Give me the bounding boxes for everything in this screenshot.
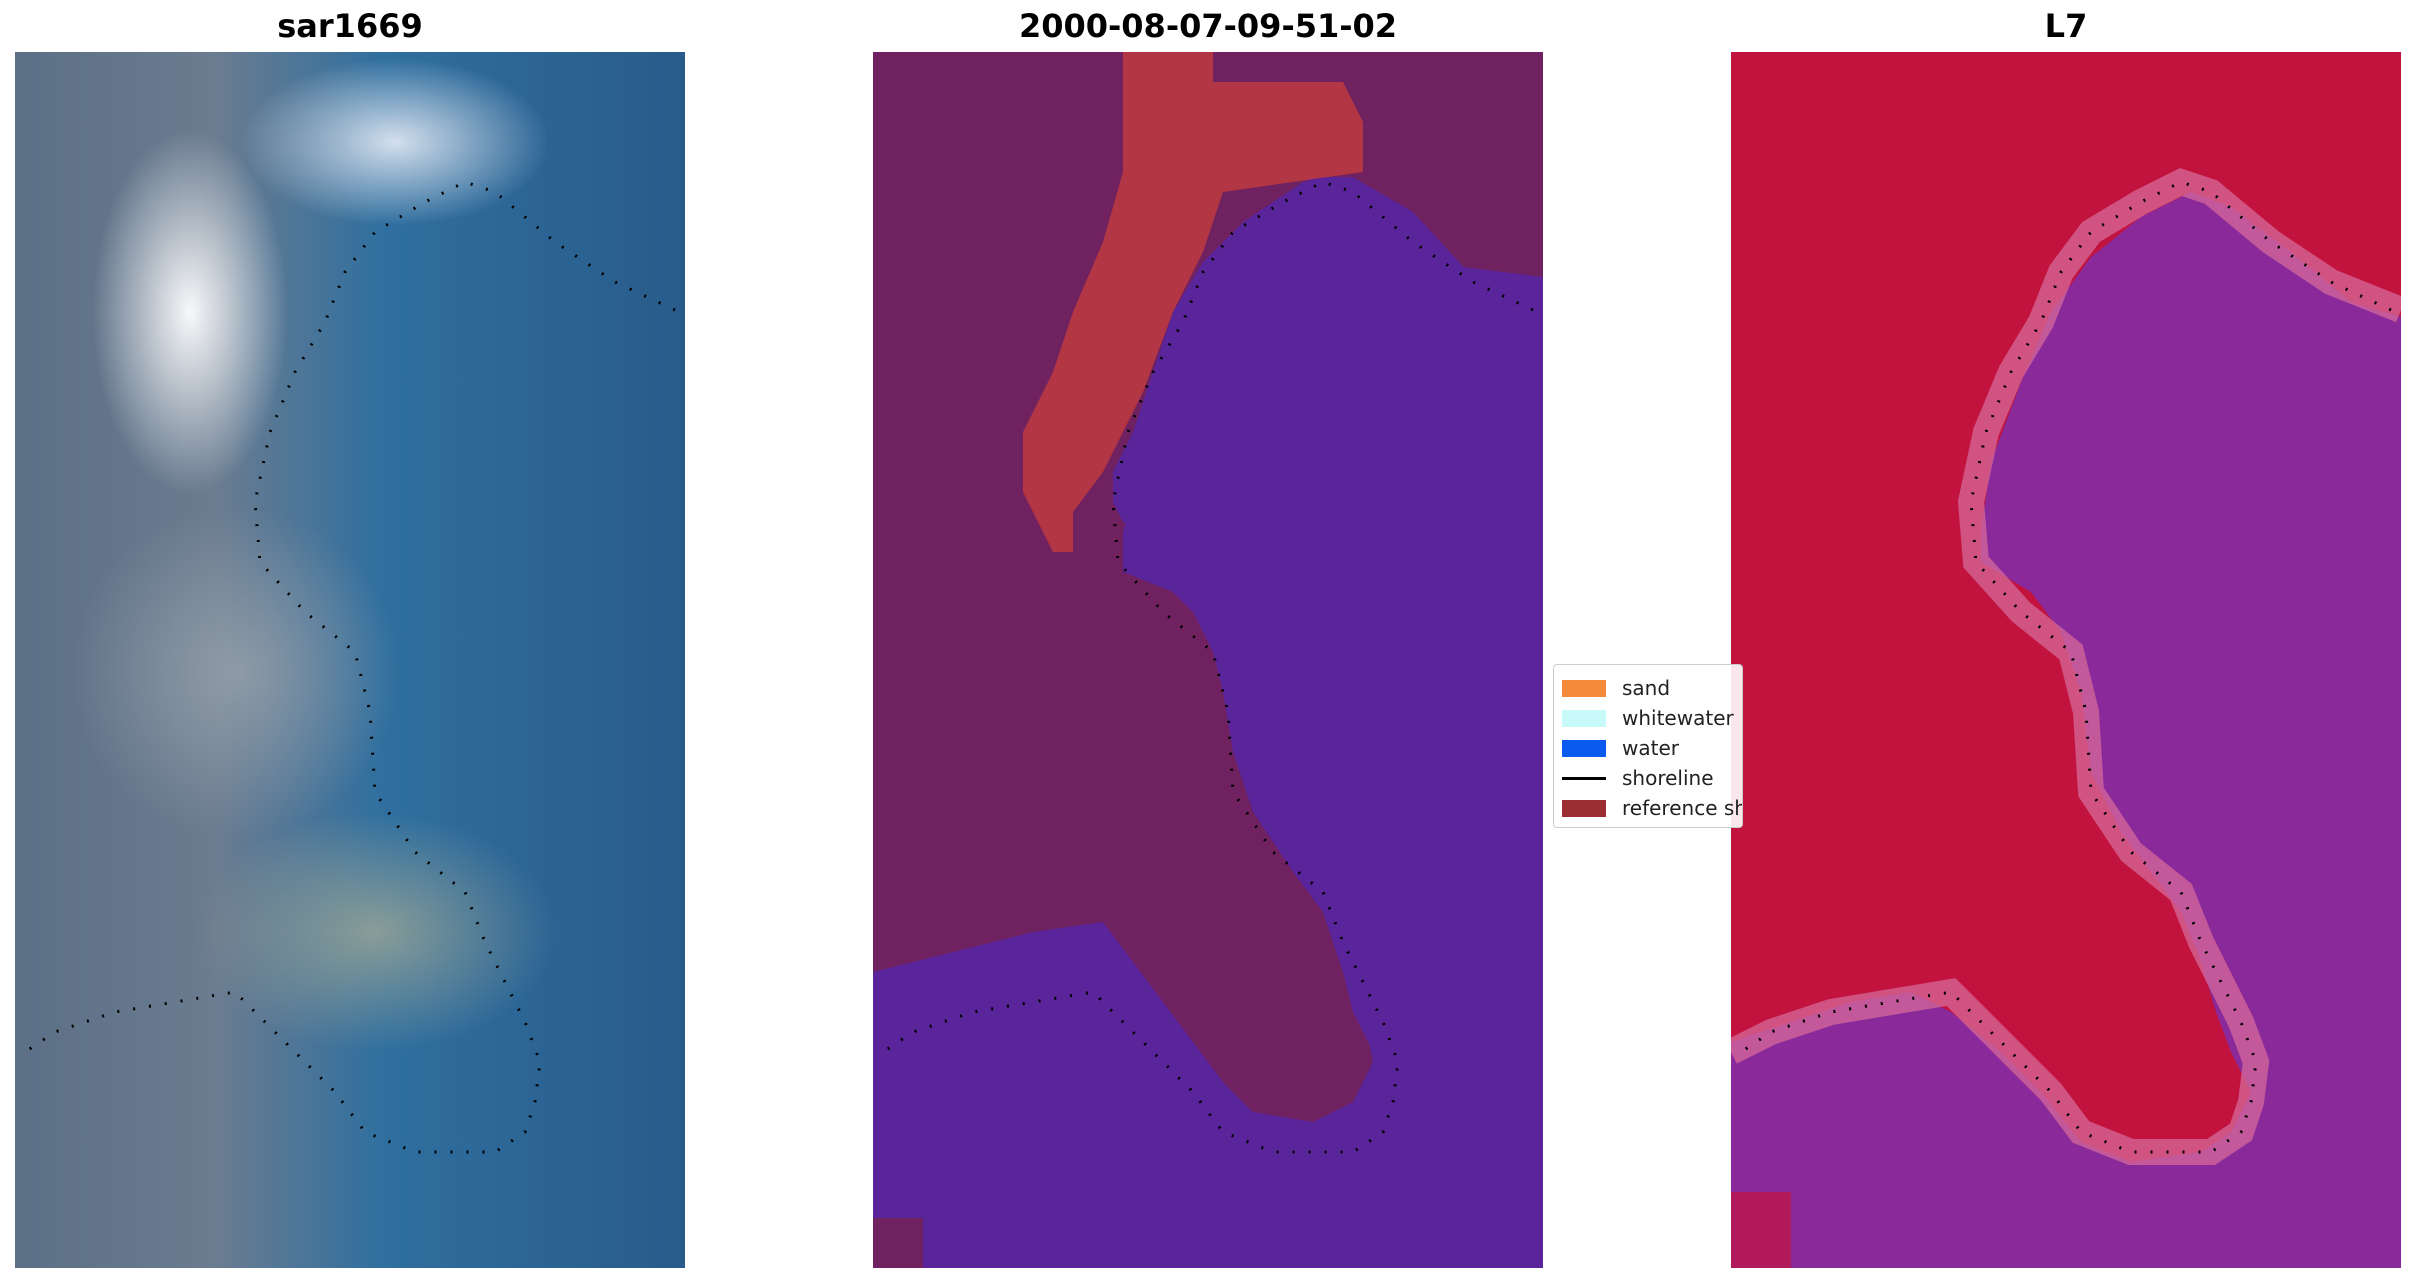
legend-item-reference-shoreline: reference shoreline (1562, 793, 1742, 823)
whitewater-swatch (1562, 709, 1606, 727)
legend-label: sand (1622, 676, 1671, 700)
panel-title-classification: 2000-08-07-09-51-02 (1018, 7, 1398, 45)
land-region (873, 52, 1543, 1152)
classification-svg (873, 52, 1543, 1268)
water-swatch (1562, 739, 1606, 757)
sand-swatch (1562, 679, 1606, 697)
shoreline-line-swatch (1562, 776, 1606, 780)
legend-item-whitewater: whitewater (1562, 703, 1742, 733)
rgb-image-svg (24, 180, 676, 1154)
reference-shoreline-swatch (1562, 799, 1606, 817)
legend-label: reference shoreline (1622, 796, 1742, 820)
classification-panel (873, 52, 1543, 1268)
water-region (873, 177, 1543, 1268)
legend-item-shoreline: shoreline (1562, 763, 1742, 793)
corner-patch (1731, 1192, 1791, 1268)
panel-title-sar: sar1669 (277, 7, 423, 45)
l7-svg (1731, 52, 2401, 1268)
rgb-image-panel (15, 52, 685, 1268)
shoreline-dotted (24, 180, 676, 1154)
legend: sand whitewater water shoreline referenc… (1553, 664, 1743, 828)
legend-label: water (1622, 736, 1679, 760)
legend-label: whitewater (1622, 706, 1734, 730)
legend-label: shoreline (1622, 766, 1714, 790)
legend-item-sand: sand (1562, 673, 1742, 703)
corner-patch (873, 1218, 923, 1268)
legend-item-water: water (1562, 733, 1742, 763)
transition-band (1731, 167, 2401, 1165)
land-region (1731, 52, 2401, 1162)
l7-panel (1731, 52, 2401, 1268)
panel-title-l7: L7 (2044, 7, 2088, 45)
sand-overlay-region (1023, 52, 1363, 552)
